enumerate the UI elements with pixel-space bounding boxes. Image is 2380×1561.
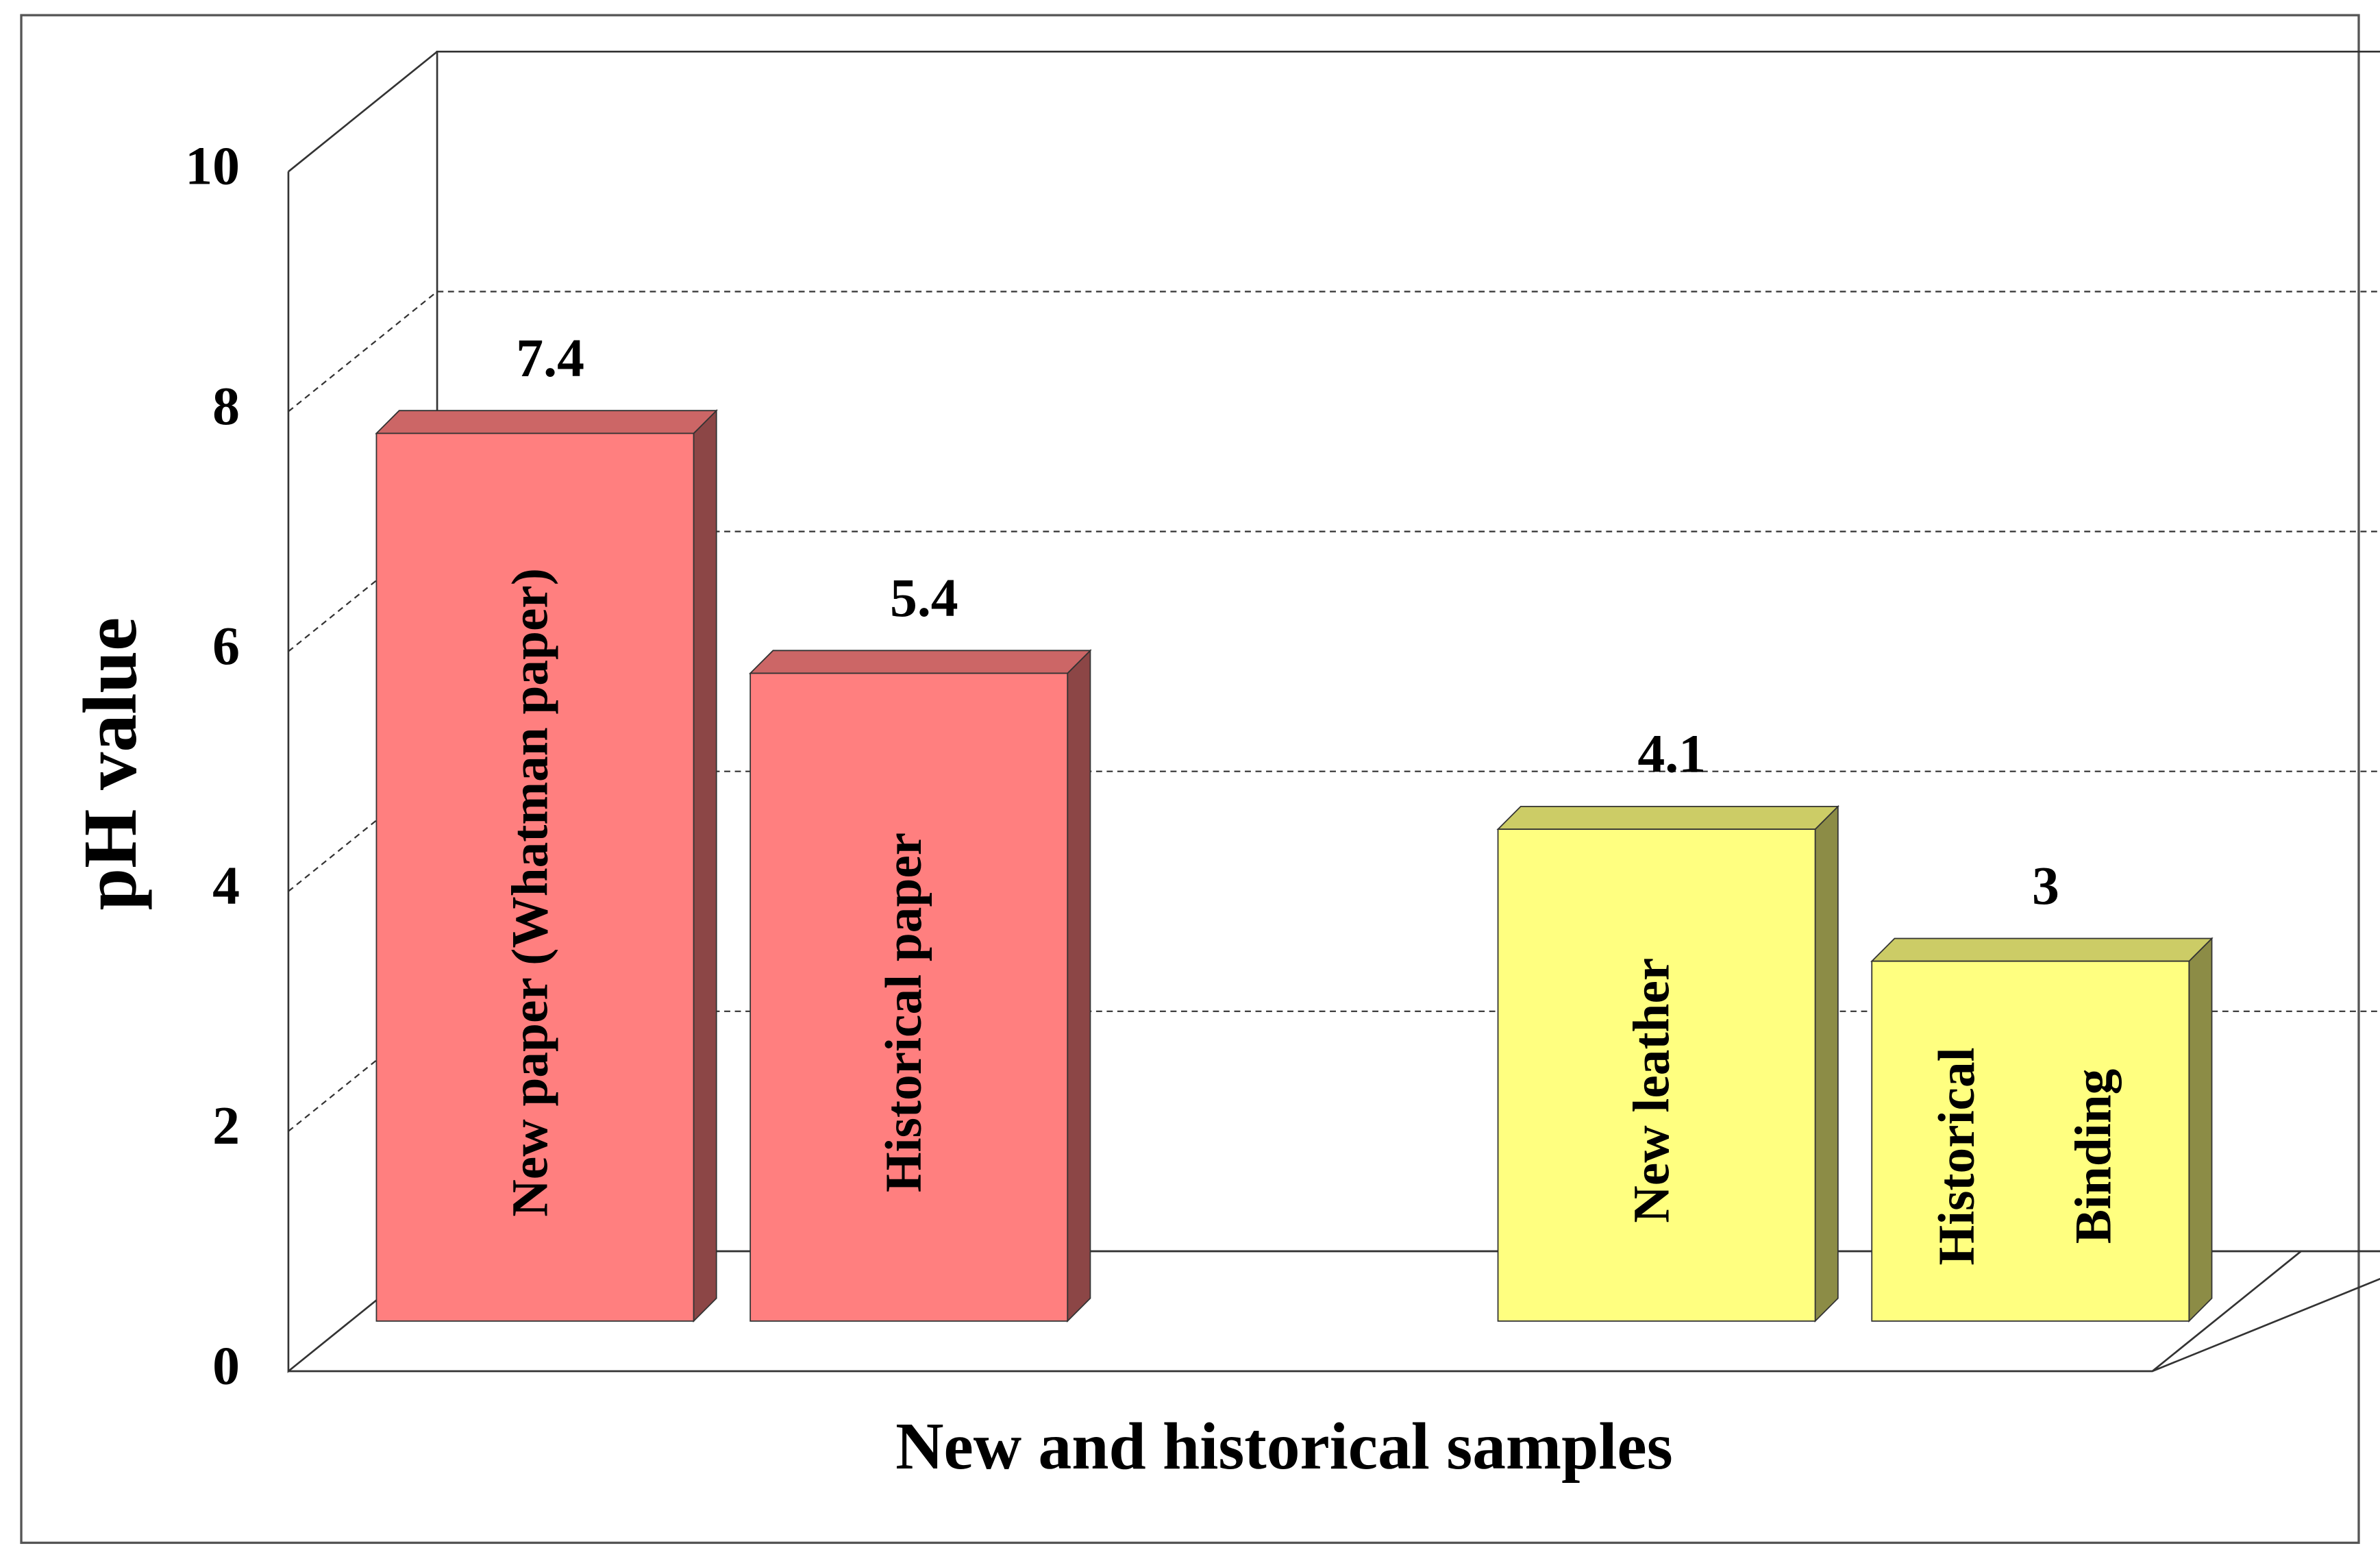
bar-group: 4.1 New leather [1496,724,1839,1323]
bar-side [1067,649,1091,1323]
y-tick-label: 4 [212,856,240,916]
y-tick-label: 2 [212,1096,240,1156]
bar-group: 7.4 New paper (Whatman paper) [375,328,718,1323]
grid-line [288,770,2380,892]
bar-top [1496,806,1839,831]
bar-label: New leather [1623,958,1680,1223]
y-tick-label: 10 [185,136,240,197]
y-tick-label: 8 [212,376,240,437]
bar-side [1814,804,1839,1323]
bar-top [749,650,1092,674]
bar [1871,960,2190,1322]
y-tick-label: 6 [212,616,240,676]
bar-group: 5.4 Historical paper [749,568,1092,1323]
value-label: 4.1 [1637,724,1706,784]
bar-group: 3 Historical Binding [1870,856,2214,1323]
bar-label: Historical Binding [1929,1047,2122,1265]
floor [288,1250,2380,1373]
x-axis-label: New and historical samples [895,1410,1673,1484]
value-label: 3 [2032,856,2059,916]
y-tick-label: 0 [212,1336,240,1396]
y-axis-label: pH value [68,617,152,911]
bar [375,432,695,1322]
value-label: 5.4 [890,568,958,628]
bar-label: Historical paper [876,833,932,1192]
grid-line [288,291,2380,413]
bar [749,672,1069,1322]
grid-line [288,530,2380,652]
bar-top [1870,937,2214,962]
value-label: 7.4 [516,328,584,389]
bar [1497,828,1816,1322]
bar-label: New paper (Whatman paper) [501,568,558,1217]
bar-top [375,410,718,434]
bar-side [693,409,717,1323]
bar-side [2188,937,2213,1323]
